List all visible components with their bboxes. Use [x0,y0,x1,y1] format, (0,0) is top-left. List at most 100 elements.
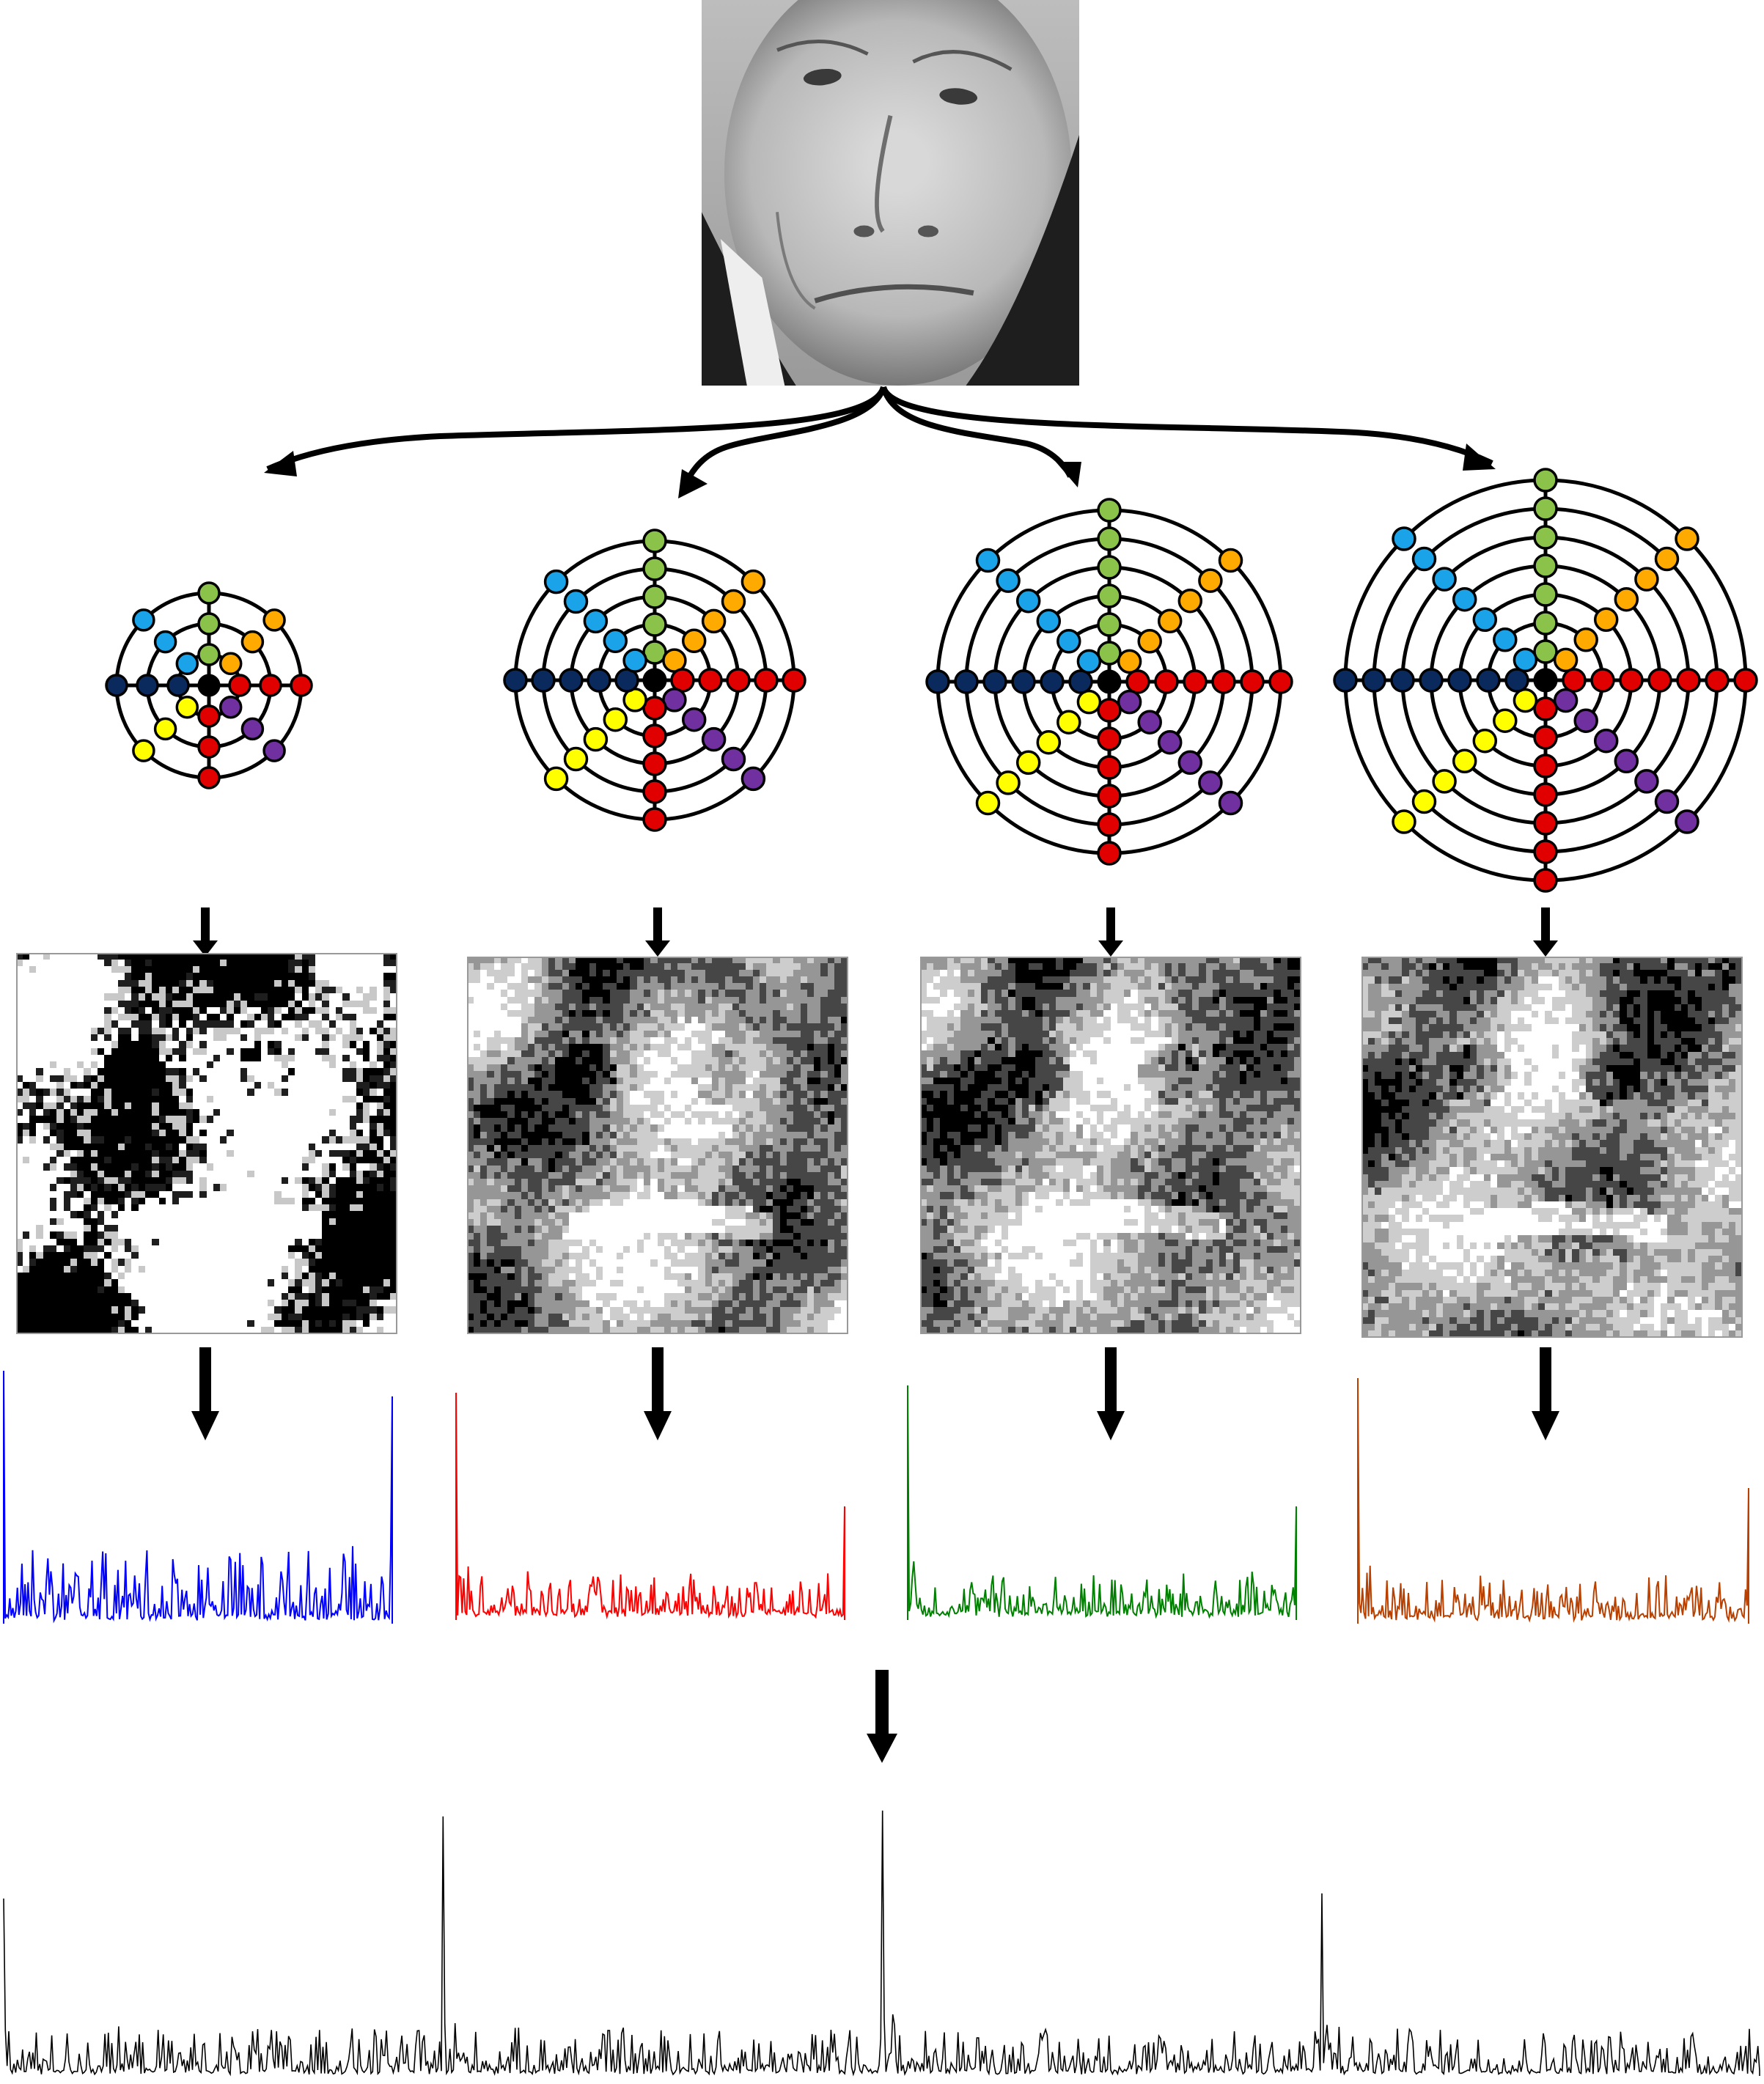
node-center [1533,668,1558,693]
node-left [1476,668,1501,693]
node-up-right [721,589,746,614]
node-up [642,612,667,637]
node-up-right [701,608,727,634]
node-down [197,766,221,789]
node-up [642,584,667,609]
node-up [642,556,667,581]
node-left [982,669,1007,694]
node-up [1097,526,1122,551]
node-up-left [1513,647,1538,673]
node-down-right [701,726,727,752]
sampling-pattern-2 [503,529,806,832]
arrow-to-scale-1 [266,386,886,472]
node-right [782,668,806,693]
node-up-right [1634,567,1659,592]
node-down [1533,839,1558,864]
down-arrow-concat-shaft [875,1670,889,1734]
down-arrow-texture-4-head [1532,1411,1559,1440]
node-down-right [1157,729,1183,755]
node-down-left [1513,688,1538,713]
arrowhead-2 [678,469,708,498]
node-down-right [1198,770,1223,795]
node-down [1097,698,1122,723]
node-up [1097,498,1122,523]
node-down-left [1452,748,1477,774]
node-down-right [218,695,243,719]
node-down-right [1553,688,1579,713]
node-right [1647,668,1672,693]
node-down-right [1634,769,1659,794]
down-arrow-wheel-3-head [1098,940,1123,957]
node-up-right [1593,607,1619,633]
node-up-right [240,630,265,654]
node-up-left [1493,627,1518,652]
down-arrows [191,907,1559,1763]
node-down [1097,812,1122,837]
down-arrow-texture-4-shaft [1540,1347,1551,1411]
node-right [259,674,282,697]
node-up-right [1675,526,1699,551]
down-arrow-texture-1-shaft [199,1347,211,1411]
node-left [925,669,950,694]
sampling-pattern-4 [1333,468,1758,893]
node-up [197,581,221,605]
node-up [1533,582,1558,607]
node-left [587,668,611,693]
node-up [197,643,221,666]
node-down-right [1614,748,1639,774]
node-down-right [240,717,265,741]
node-down-left [132,739,155,762]
down-arrow-texture-2-head [644,1411,672,1440]
node-down [1533,725,1558,750]
node-down-left [1036,729,1062,755]
node-down-left [975,790,1001,816]
node-left [136,674,159,697]
node-left [559,668,584,693]
node-up [1097,555,1122,580]
node-up-left [1472,607,1498,633]
arrowhead-4 [1463,443,1496,471]
node-center [1097,669,1122,694]
node-up-right [1157,608,1183,634]
node-up-left [1452,586,1477,612]
node-down-right [1675,809,1699,834]
node-down-left [563,746,589,772]
node-left [503,668,528,693]
arrow-to-scale-4 [881,386,1493,466]
node-up-left [153,630,177,654]
down-arrow-wheel-2-head [645,940,670,957]
node-left [166,674,190,697]
node-down-right [1177,750,1203,776]
branch-arrows [264,386,1496,498]
node-right [1590,668,1615,693]
node-down [1097,726,1122,751]
concatenated-histogram [3,1810,1760,2077]
down-arrow-texture-3-shaft [1105,1347,1117,1411]
node-up-right [1137,629,1162,654]
node-left [1011,669,1036,694]
node-down-left [1392,809,1416,834]
node-up-right [1573,627,1598,652]
node-up-right [218,652,243,676]
node-down-left [603,707,628,732]
node-left [1419,668,1444,693]
down-arrow-wheel-1-shaft [201,907,210,940]
node-up-left [1056,629,1081,654]
node-right [290,674,313,697]
node-up-left [1076,649,1102,674]
node-down-left [1472,728,1498,754]
down-arrow-wheel-3-shaft [1106,907,1115,940]
node-right [228,674,251,697]
node-down [197,704,221,728]
node-down-right [740,766,766,792]
down-arrow-wheel-2-shaft [653,907,662,940]
node-up-left [975,548,1001,573]
node-left [1040,669,1065,694]
node-left [1361,668,1386,693]
node-up [1533,496,1558,521]
arrowhead-1 [264,451,297,476]
node-up-right [1198,568,1223,593]
node-left [531,668,556,693]
node-up-left [1411,546,1437,572]
